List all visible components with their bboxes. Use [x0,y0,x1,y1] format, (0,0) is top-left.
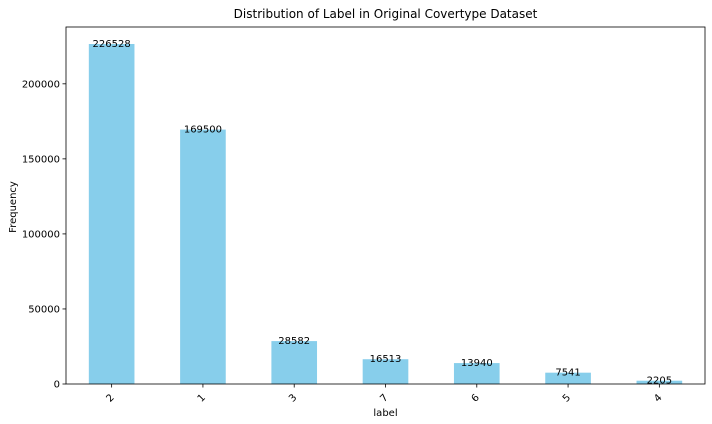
y-axis-label: Frequency [8,181,19,233]
bar-7 [362,359,409,384]
x-axis-label: label [373,408,397,419]
data-label-1: 169500 [184,125,222,136]
y-tick-label: 200000 [22,79,60,90]
bar-5 [545,372,591,384]
y-tick-label: 150000 [22,154,60,165]
bar-2 [88,44,135,384]
data-label-4: 2205 [647,376,672,387]
bar-3 [271,341,318,384]
data-label-7: 16513 [370,354,402,365]
data-label-3: 28582 [278,336,310,347]
y-tick-label: 0 [54,380,60,391]
data-label-5: 7541 [555,368,580,379]
bar-4 [636,380,683,384]
data-label-2: 226528 [93,39,131,50]
y-tick-label: 100000 [22,229,60,240]
chart-title: Distribution of Label in Original Covert… [234,7,538,21]
data-label-6: 13940 [461,358,493,369]
y-tick-label: 50000 [28,304,60,315]
plot-area: 226528 169500 28582 16513 13940 7541 2205 0 5000… [22,26,706,405]
bar-6 [453,363,500,384]
bar-1 [180,129,226,384]
